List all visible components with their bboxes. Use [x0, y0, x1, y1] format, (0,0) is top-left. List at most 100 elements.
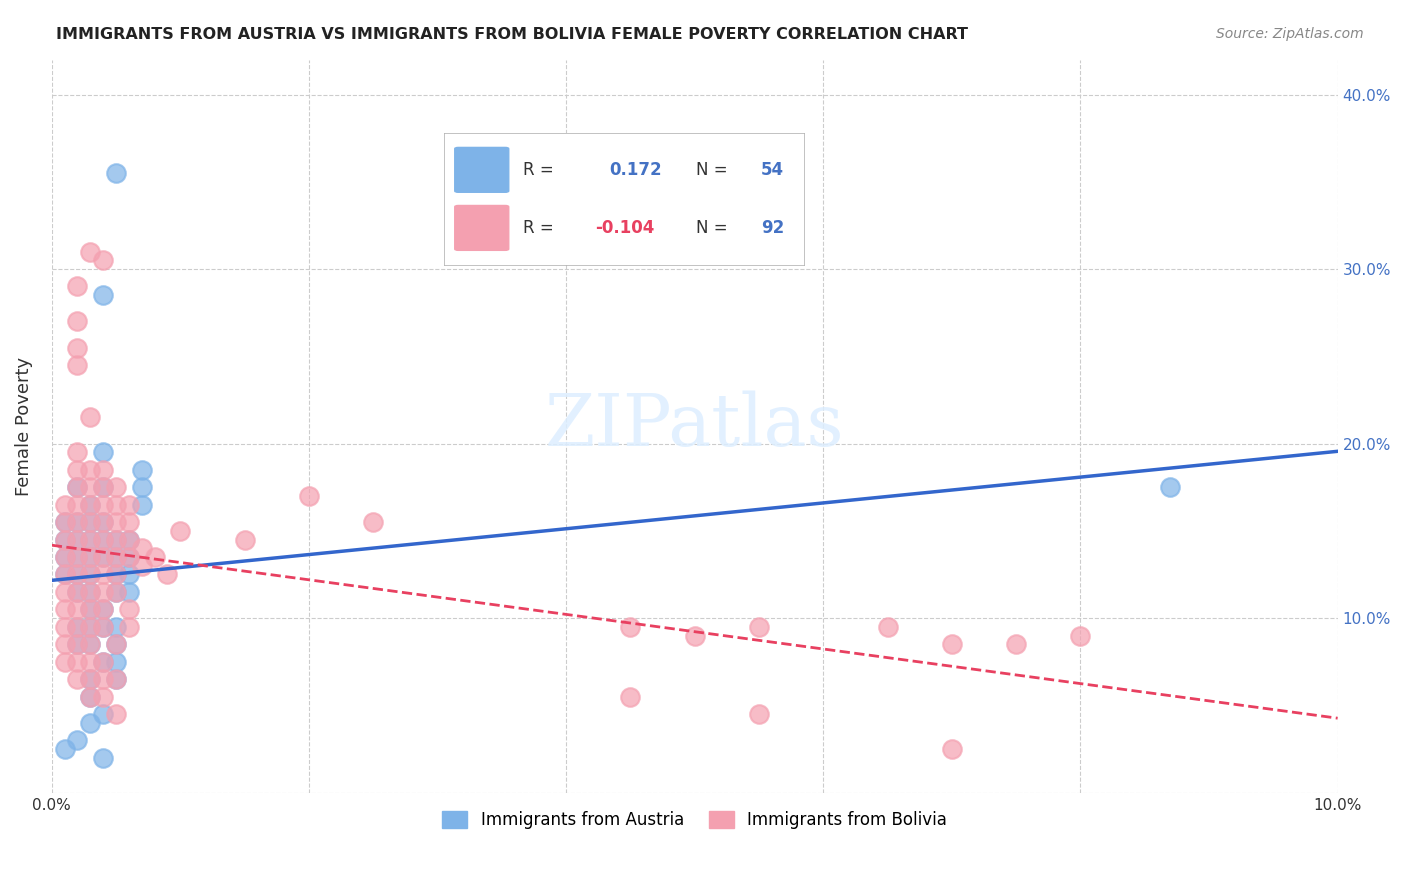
Point — [66, 620, 89, 634]
Point — [66, 279, 89, 293]
Point — [79, 567, 101, 582]
Point — [941, 742, 963, 756]
Text: IMMIGRANTS FROM AUSTRIA VS IMMIGRANTS FROM BOLIVIA FEMALE POVERTY CORRELATION CH: IMMIGRANTS FROM AUSTRIA VS IMMIGRANTS FR… — [56, 27, 969, 42]
Point — [53, 533, 76, 547]
Point — [941, 637, 963, 651]
Point — [53, 655, 76, 669]
Point — [91, 602, 114, 616]
Point — [79, 690, 101, 704]
Point — [79, 244, 101, 259]
Text: ZIPatlas: ZIPatlas — [546, 391, 845, 461]
Point — [53, 533, 76, 547]
Point — [118, 515, 141, 529]
Point — [79, 672, 101, 686]
Point — [91, 533, 114, 547]
Point — [91, 585, 114, 599]
Point — [118, 498, 141, 512]
Point — [79, 672, 101, 686]
Point — [105, 166, 128, 180]
Point — [79, 515, 101, 529]
Point — [79, 549, 101, 564]
Point — [66, 341, 89, 355]
Point — [131, 463, 153, 477]
Point — [66, 463, 89, 477]
Point — [91, 672, 114, 686]
Point — [53, 602, 76, 616]
Point — [79, 567, 101, 582]
Point — [79, 602, 101, 616]
Point — [66, 314, 89, 328]
Point — [105, 515, 128, 529]
Point — [53, 549, 76, 564]
Point — [79, 620, 101, 634]
Point — [105, 672, 128, 686]
Point — [91, 445, 114, 459]
Point — [79, 585, 101, 599]
Point — [66, 567, 89, 582]
Point — [79, 463, 101, 477]
Point — [118, 549, 141, 564]
Y-axis label: Female Poverty: Female Poverty — [15, 357, 32, 496]
Point — [1159, 480, 1181, 494]
Point — [118, 533, 141, 547]
Point — [131, 480, 153, 494]
Point — [143, 549, 166, 564]
Point — [66, 637, 89, 651]
Point — [91, 567, 114, 582]
Point — [53, 620, 76, 634]
Point — [105, 567, 128, 582]
Point — [53, 567, 76, 582]
Point — [118, 585, 141, 599]
Point — [91, 707, 114, 722]
Point — [53, 742, 76, 756]
Point — [66, 549, 89, 564]
Point — [619, 690, 641, 704]
Point — [79, 498, 101, 512]
Point — [79, 715, 101, 730]
Point — [105, 637, 128, 651]
Point — [876, 620, 898, 634]
Point — [66, 620, 89, 634]
Point — [66, 498, 89, 512]
Point — [66, 637, 89, 651]
Point — [1069, 629, 1091, 643]
Point — [66, 445, 89, 459]
Point — [105, 585, 128, 599]
Point — [105, 637, 128, 651]
Point — [79, 637, 101, 651]
Point — [105, 655, 128, 669]
Point — [156, 567, 179, 582]
Point — [361, 515, 384, 529]
Point — [66, 533, 89, 547]
Point — [66, 480, 89, 494]
Point — [66, 567, 89, 582]
Point — [619, 620, 641, 634]
Point — [105, 672, 128, 686]
Point — [66, 480, 89, 494]
Point — [105, 533, 128, 547]
Point — [79, 515, 101, 529]
Point — [53, 637, 76, 651]
Point — [91, 288, 114, 302]
Point — [66, 585, 89, 599]
Point — [118, 549, 141, 564]
Point — [79, 533, 101, 547]
Point — [79, 637, 101, 651]
Point — [131, 558, 153, 573]
Point — [131, 541, 153, 556]
Point — [91, 463, 114, 477]
Point — [105, 549, 128, 564]
Point — [79, 690, 101, 704]
Point — [91, 655, 114, 669]
Point — [66, 655, 89, 669]
Point — [748, 620, 770, 634]
Point — [105, 567, 128, 582]
Point — [91, 620, 114, 634]
Point — [53, 567, 76, 582]
Point — [53, 585, 76, 599]
Point — [105, 585, 128, 599]
Point — [118, 602, 141, 616]
Text: Source: ZipAtlas.com: Source: ZipAtlas.com — [1216, 27, 1364, 41]
Point — [79, 498, 101, 512]
Point — [118, 620, 141, 634]
